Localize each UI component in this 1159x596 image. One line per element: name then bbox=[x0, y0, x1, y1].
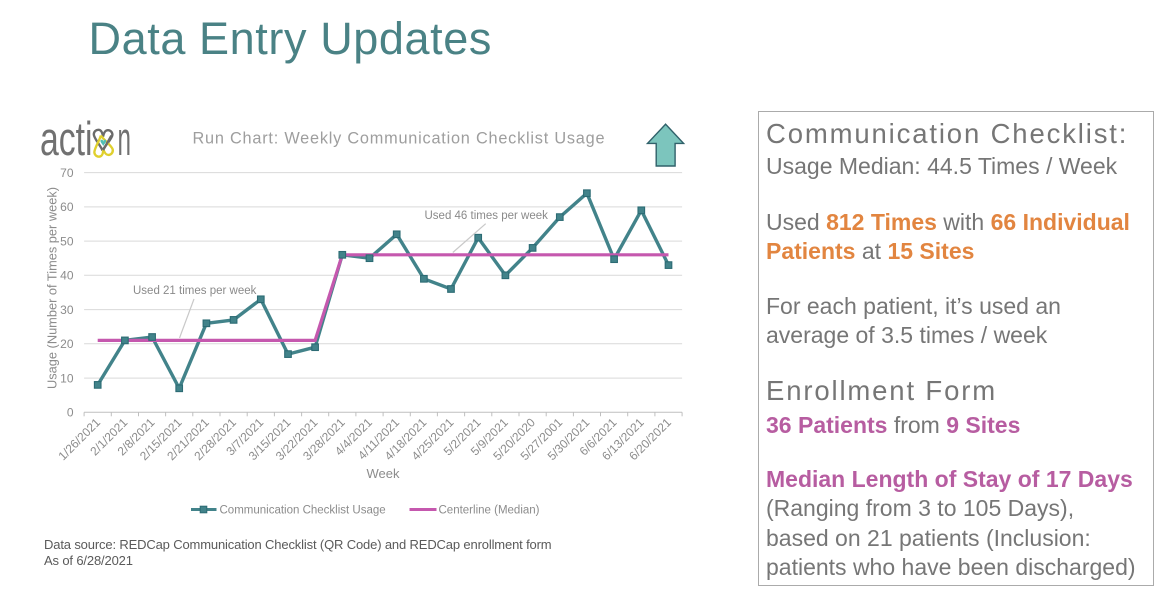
svg-text:10: 10 bbox=[60, 371, 74, 385]
svg-text:Used 46 times per week: Used 46 times per week bbox=[425, 210, 549, 222]
svg-text:40: 40 bbox=[60, 269, 74, 283]
svg-text:30: 30 bbox=[60, 303, 74, 317]
svg-text:acti: acti bbox=[40, 112, 93, 165]
svg-text:Centerline (Median): Centerline (Median) bbox=[439, 504, 540, 516]
svg-text:Run Chart: Weekly Communicatio: Run Chart: Weekly Communication Checklis… bbox=[193, 129, 606, 147]
svg-text:Usage (Number of Times per wee: Usage (Number of Times per week) bbox=[45, 187, 60, 389]
svg-text:60: 60 bbox=[60, 200, 74, 214]
svg-text:Week: Week bbox=[367, 466, 400, 481]
svg-text:20: 20 bbox=[60, 337, 74, 351]
svg-text:50: 50 bbox=[60, 234, 74, 248]
svg-text:n: n bbox=[118, 112, 132, 165]
svg-text:Communication Checklist Usage: Communication Checklist Usage bbox=[220, 504, 386, 516]
svg-text:0: 0 bbox=[67, 406, 74, 420]
svg-text:Used 21 times per week: Used 21 times per week bbox=[133, 285, 257, 297]
svg-text:70: 70 bbox=[60, 166, 74, 180]
